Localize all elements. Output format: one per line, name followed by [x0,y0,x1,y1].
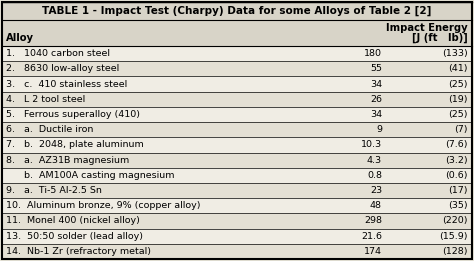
Bar [2,76,472,92]
Text: (0.6): (0.6) [446,171,468,180]
Text: b.  AM100A casting magnesium: b. AM100A casting magnesium [6,171,174,180]
Bar [2,152,472,168]
Text: 180: 180 [364,49,382,58]
Text: 3.   c.  410 stainless steel: 3. c. 410 stainless steel [6,80,127,88]
Text: (7.6): (7.6) [446,140,468,149]
Text: 5.   Ferrous superalloy (410): 5. Ferrous superalloy (410) [6,110,140,119]
Bar [2,198,472,213]
Text: (25): (25) [448,110,468,119]
Bar [2,61,472,76]
Bar [2,2,472,20]
Bar [2,92,472,107]
Bar [2,20,472,46]
Text: 48: 48 [370,201,382,210]
Text: Alloy: Alloy [6,33,34,43]
Text: 7.   b.  2048, plate aluminum: 7. b. 2048, plate aluminum [6,140,144,149]
Text: 298: 298 [364,216,382,226]
Text: 11.  Monel 400 (nickel alloy): 11. Monel 400 (nickel alloy) [6,216,140,226]
Bar [2,137,472,152]
Text: 26: 26 [370,95,382,104]
Text: 14.  Nb-1 Zr (refractory metal): 14. Nb-1 Zr (refractory metal) [6,247,151,256]
Text: (3.2): (3.2) [446,156,468,165]
Text: (220): (220) [443,216,468,226]
Text: 1.   1040 carbon steel: 1. 1040 carbon steel [6,49,110,58]
Text: (35): (35) [448,201,468,210]
Bar [2,168,472,183]
Bar [2,46,472,61]
Text: 55: 55 [370,64,382,73]
Text: 4.   L 2 tool steel: 4. L 2 tool steel [6,95,85,104]
Text: (19): (19) [448,95,468,104]
Text: (25): (25) [448,80,468,88]
Text: 6.   a.  Ductile iron: 6. a. Ductile iron [6,125,93,134]
Text: TABLE 1 - Impact Test (Charpy) Data for some Alloys of Table 2 [2]: TABLE 1 - Impact Test (Charpy) Data for … [42,6,432,16]
Text: (128): (128) [443,247,468,256]
Text: 21.6: 21.6 [361,232,382,241]
Bar [2,244,472,259]
Text: 34: 34 [370,80,382,88]
Text: Impact Energy: Impact Energy [386,23,468,33]
Text: (133): (133) [442,49,468,58]
Text: 34: 34 [370,110,382,119]
Text: (17): (17) [448,186,468,195]
Text: 9.   a.  Ti-5 Al-2.5 Sn: 9. a. Ti-5 Al-2.5 Sn [6,186,102,195]
Text: [J (ft   lb)]: [J (ft lb)] [412,33,468,43]
Text: 9: 9 [376,125,382,134]
Text: 13.  50:50 solder (lead alloy): 13. 50:50 solder (lead alloy) [6,232,143,241]
Text: 4.3: 4.3 [367,156,382,165]
Text: (41): (41) [448,64,468,73]
Text: 174: 174 [364,247,382,256]
Text: 2.   8630 low-alloy steel: 2. 8630 low-alloy steel [6,64,119,73]
Text: 8.   a.  AZ31B magnesium: 8. a. AZ31B magnesium [6,156,129,165]
Text: 10.  Aluminum bronze, 9% (copper alloy): 10. Aluminum bronze, 9% (copper alloy) [6,201,201,210]
Text: (7): (7) [455,125,468,134]
Bar [2,213,472,229]
Bar [2,183,472,198]
Bar [2,107,472,122]
Text: 23: 23 [370,186,382,195]
Bar [2,122,472,137]
Text: 0.8: 0.8 [367,171,382,180]
Text: 10.3: 10.3 [361,140,382,149]
Text: (15.9): (15.9) [439,232,468,241]
Bar [2,229,472,244]
